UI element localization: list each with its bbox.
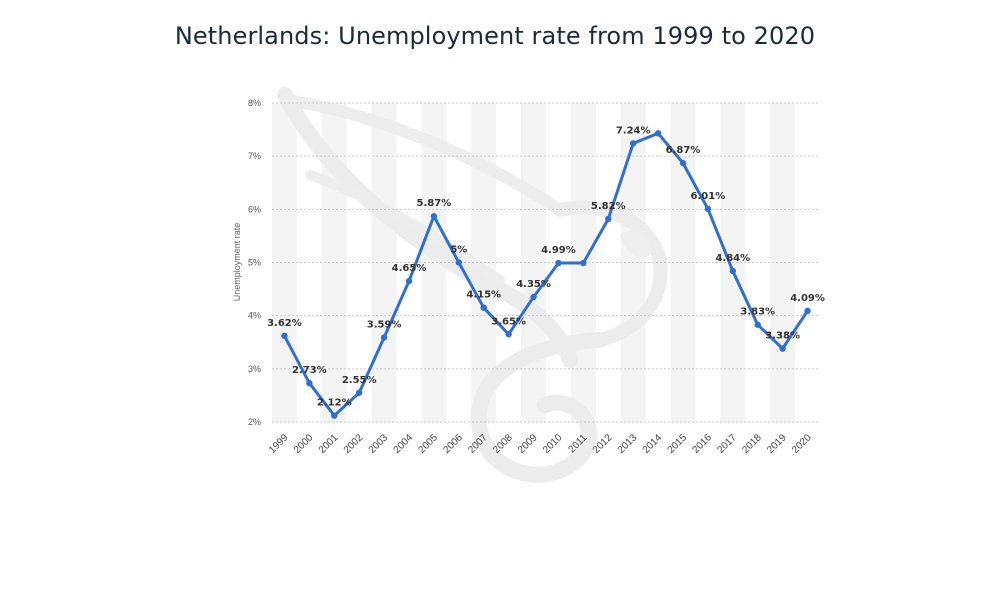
data-label: 4.65%	[392, 263, 427, 274]
x-tick-label: 2014	[641, 432, 665, 456]
data-label: 4.35%	[516, 279, 551, 290]
x-tick-label: 2017	[715, 432, 739, 456]
y-tick-label: 4%	[248, 311, 261, 321]
y-tick-label: 5%	[248, 258, 261, 268]
data-label: 4.15%	[466, 290, 501, 301]
data-point	[530, 293, 537, 301]
data-label: 6.87%	[666, 145, 701, 156]
data-point	[580, 259, 587, 267]
data-label: 4.09%	[790, 293, 825, 304]
data-point	[380, 334, 388, 341]
series-points	[281, 130, 811, 419]
data-point	[804, 307, 811, 315]
data-point	[679, 159, 687, 167]
y-tick-label: 8%	[248, 98, 261, 108]
x-tick-labels: 1999 2000 2001 2002 2003 2004 2005 2006 2007 2008…	[267, 432, 814, 456]
x-tick-label: 2001	[317, 432, 341, 456]
y-tick-label: 6%	[248, 204, 261, 214]
data-point	[455, 259, 463, 266]
data-point	[629, 140, 637, 147]
y-axis-title: Unemployment rate	[232, 223, 242, 302]
series-line	[283, 131, 809, 418]
data-point	[729, 267, 737, 275]
y-tick-label: 2%	[248, 417, 261, 427]
x-tick-label: 2006	[441, 432, 465, 456]
data-point	[654, 130, 662, 137]
column-band	[770, 103, 796, 422]
x-tick-label: 2018	[740, 432, 764, 456]
data-point	[355, 389, 363, 396]
page-title: Netherlands: Unemployment rate from 1999…	[174, 22, 816, 50]
data-point	[505, 331, 512, 338]
x-tick-label: 2020	[790, 432, 814, 456]
data-point	[430, 213, 438, 220]
data-label: 3.38%	[765, 331, 800, 342]
data-point	[480, 304, 487, 311]
data-label: 5.87%	[417, 198, 452, 209]
data-point	[754, 321, 761, 328]
x-tick-label: 2013	[616, 432, 640, 456]
watermark-logo	[277, 87, 668, 483]
x-tick-label: 2003	[367, 432, 391, 456]
data-labels: 3.62% 2.73% 2.12% 2.55% 3.59% 4.65% 5.87% 5% 4.1…	[267, 125, 825, 408]
x-tick-label: 1999	[267, 432, 291, 456]
data-point	[555, 259, 562, 267]
data-point	[605, 215, 612, 223]
x-tick-label: 2010	[541, 432, 565, 456]
y-tick-label: 3%	[248, 364, 261, 374]
data-label: 3.65%	[491, 316, 526, 327]
data-label: 5.82%	[591, 201, 626, 212]
y-tick-label: 7%	[248, 151, 261, 161]
y-tick-labels: 2% 3% 4% 5% 6% 7% 8%	[248, 98, 261, 427]
x-tick-label: 2016	[691, 432, 715, 456]
x-tick-label: 2005	[417, 432, 441, 456]
data-label: 2.55%	[342, 375, 377, 386]
data-label: 3.83%	[740, 307, 775, 318]
x-tick-label: 2015	[666, 432, 690, 456]
x-tick-label: 2019	[765, 432, 789, 456]
data-point	[306, 379, 313, 387]
data-label: 5%	[450, 245, 467, 256]
x-tick-label: 2000	[292, 432, 316, 456]
data-label: 3.59%	[367, 319, 402, 330]
data-label: 4.84%	[715, 253, 750, 264]
x-tick-label: 2009	[516, 432, 540, 456]
x-tick-label: 2008	[491, 432, 515, 456]
data-point	[405, 277, 413, 285]
data-label: 4.99%	[541, 245, 576, 256]
data-label: 3.62%	[267, 318, 302, 329]
data-label: 2.73%	[292, 365, 327, 376]
data-label: 7.24%	[616, 125, 651, 136]
data-point	[331, 412, 338, 419]
data-label: 2.12%	[317, 398, 352, 409]
x-tick-label: 2004	[392, 432, 416, 456]
data-point	[281, 332, 288, 340]
data-point	[779, 345, 786, 352]
column-band	[670, 103, 696, 422]
x-tick-label: 2002	[342, 432, 366, 456]
data-point	[704, 205, 712, 213]
data-label: 6.01%	[691, 191, 726, 202]
